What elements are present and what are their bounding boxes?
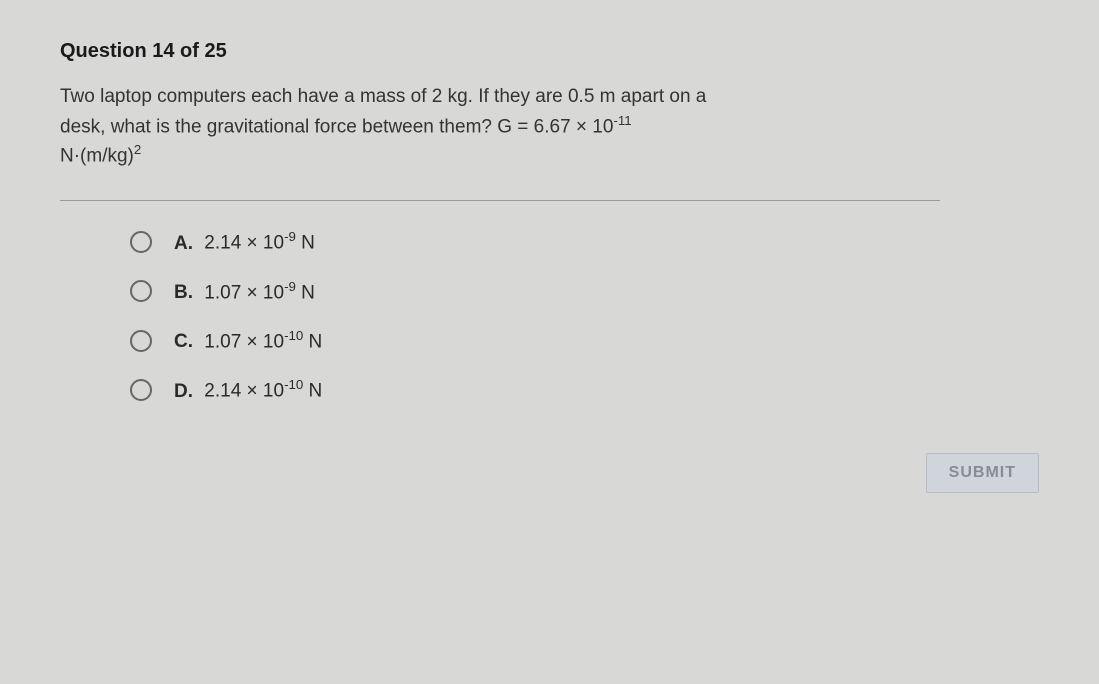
option-letter: D.: [174, 381, 193, 402]
option-value-exp: -10: [284, 377, 303, 392]
question-line3-prefix: N·(m/kg): [60, 146, 134, 167]
radio-b[interactable]: [130, 280, 152, 302]
option-value-suffix: N: [303, 331, 322, 352]
option-a[interactable]: A. 2.14 × 10-9 N: [130, 229, 1039, 254]
option-value-exp: -9: [284, 229, 296, 244]
question-line1: Two laptop computers each have a mass of…: [60, 86, 706, 107]
divider: [60, 200, 940, 201]
option-value-exp: -9: [284, 279, 296, 294]
radio-c[interactable]: [130, 330, 152, 352]
option-c[interactable]: C. 1.07 × 10-10 N: [130, 328, 1039, 353]
option-value-suffix: N: [296, 233, 315, 254]
option-d[interactable]: D. 2.14 × 10-10 N: [130, 377, 1039, 402]
option-value-prefix: 2.14 × 10: [204, 233, 284, 254]
question-line2-exp: -11: [613, 113, 631, 128]
option-value-suffix: N: [303, 381, 322, 402]
option-b[interactable]: B. 1.07 × 10-9 N: [130, 279, 1039, 304]
question-line3-exp: 2: [134, 142, 141, 157]
submit-wrap: SUBMIT: [60, 453, 1039, 493]
option-letter: B.: [174, 282, 193, 303]
submit-button[interactable]: SUBMIT: [926, 453, 1039, 493]
option-value-suffix: N: [296, 282, 315, 303]
question-text: Two laptop computers each have a mass of…: [60, 83, 940, 170]
radio-a[interactable]: [130, 231, 152, 253]
option-letter: C.: [174, 331, 193, 352]
question-header: Question 14 of 25: [60, 40, 1039, 63]
radio-d[interactable]: [130, 379, 152, 401]
option-value-exp: -10: [284, 328, 303, 343]
options-list: A. 2.14 × 10-9 N B. 1.07 × 10-9 N C. 1.0…: [60, 229, 1039, 402]
option-value-prefix: 1.07 × 10: [204, 282, 284, 303]
quiz-container: Question 14 of 25 Two laptop computers e…: [60, 40, 1039, 493]
question-line2-prefix: desk, what is the gravitational force be…: [60, 116, 613, 137]
option-value-prefix: 2.14 × 10: [204, 381, 284, 402]
option-letter: A.: [174, 233, 193, 254]
option-value-prefix: 1.07 × 10: [204, 331, 284, 352]
